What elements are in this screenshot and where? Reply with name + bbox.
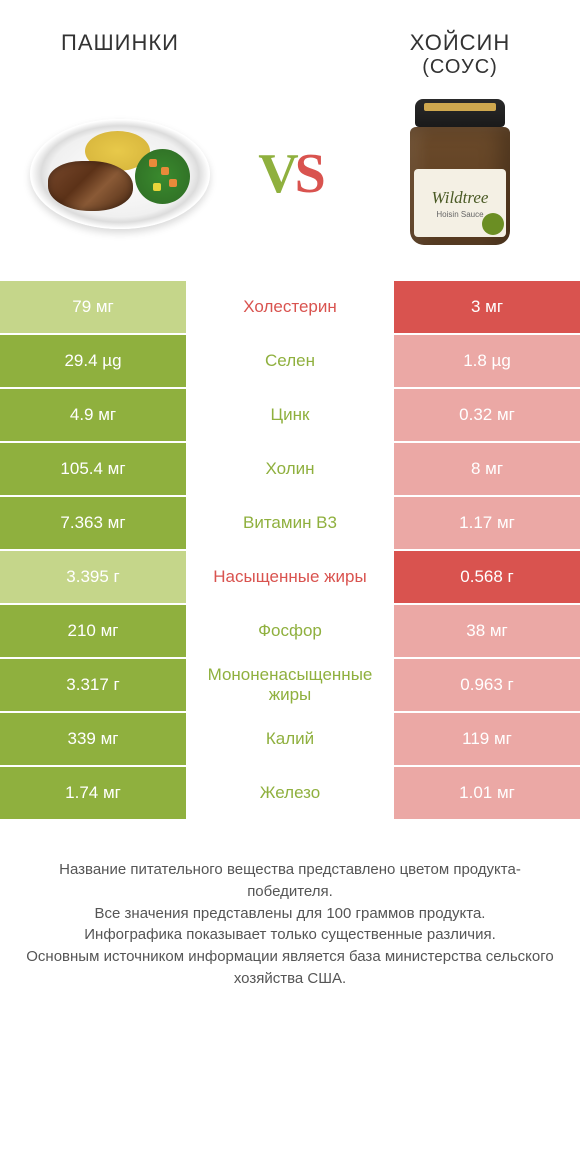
jar-icon: Wildtree Hoisin Sauce [405, 99, 515, 249]
nutrient-label: Насыщенные жиры [186, 551, 394, 603]
value-right: 119 мг [394, 713, 580, 765]
value-right: 0.32 мг [394, 389, 580, 441]
table-row: 29.4 µgСелен1.8 µg [0, 333, 580, 387]
value-left: 210 мг [0, 605, 186, 657]
value-left: 3.317 г [0, 659, 186, 711]
comparison-table: 79 мгХолестерин3 мг29.4 µgСелен1.8 µg4.9… [0, 279, 580, 819]
value-right: 1.8 µg [394, 335, 580, 387]
value-left: 4.9 мг [0, 389, 186, 441]
value-left: 1.74 мг [0, 767, 186, 819]
value-left: 3.395 г [0, 551, 186, 603]
title-right-main: ХОЙСИН [410, 30, 510, 55]
footer-line-4: Основным источником информации является … [24, 946, 556, 990]
value-right: 3 мг [394, 281, 580, 333]
nutrient-label: Мононенасыщенные жиры [186, 659, 394, 711]
nutrient-label: Селен [186, 335, 394, 387]
table-row: 79 мгХолестерин3 мг [0, 279, 580, 333]
table-row: 3.317 гМононенасыщенные жиры0.963 г [0, 657, 580, 711]
value-left: 79 мг [0, 281, 186, 333]
footer-line-3: Инфографика показывает только существенн… [24, 924, 556, 946]
nutrient-label: Холин [186, 443, 394, 495]
table-row: 1.74 мгЖелезо1.01 мг [0, 765, 580, 819]
value-left: 29.4 µg [0, 335, 186, 387]
footer-line-1: Название питательного вещества представл… [24, 859, 556, 903]
nutrient-label: Железо [186, 767, 394, 819]
vs-s: S [295, 143, 322, 205]
nutrient-label: Витамин B3 [186, 497, 394, 549]
nutrient-label: Фосфор [186, 605, 394, 657]
table-row: 210 мгФосфор38 мг [0, 603, 580, 657]
value-left: 7.363 мг [0, 497, 186, 549]
table-row: 339 мгКалий119 мг [0, 711, 580, 765]
jar-brand: Wildtree [432, 188, 489, 208]
nutrient-label: Цинк [186, 389, 394, 441]
title-left: ПАШИНКИ [20, 30, 220, 56]
value-right: 0.963 г [394, 659, 580, 711]
nutrient-label: Калий [186, 713, 394, 765]
value-right: 1.17 мг [394, 497, 580, 549]
title-right-sub: (СОУС) [360, 56, 560, 79]
plate-icon [30, 119, 210, 229]
table-row: 3.395 гНасыщенные жиры0.568 г [0, 549, 580, 603]
value-left: 339 мг [0, 713, 186, 765]
value-right: 8 мг [394, 443, 580, 495]
footer-line-2: Все значения представлены для 100 граммо… [24, 903, 556, 925]
food-image-right: Wildtree Hoisin Sauce [360, 99, 560, 249]
table-row: 7.363 мгВитамин B31.17 мг [0, 495, 580, 549]
nutrient-label: Холестерин [186, 281, 394, 333]
table-row: 4.9 мгЦинк0.32 мг [0, 387, 580, 441]
value-left: 105.4 мг [0, 443, 186, 495]
value-right: 38 мг [394, 605, 580, 657]
title-right: ХОЙСИН (СОУС) [360, 30, 560, 79]
header: ПАШИНКИ ХОЙСИН (СОУС) [0, 0, 580, 89]
footer-note: Название питательного вещества представл… [0, 819, 580, 990]
value-right: 0.568 г [394, 551, 580, 603]
images-row: VS Wildtree Hoisin Sauce [0, 89, 580, 279]
jar-product: Hoisin Sauce [436, 210, 483, 219]
vs-v: V [258, 143, 294, 205]
table-row: 105.4 мгХолин8 мг [0, 441, 580, 495]
food-image-left [20, 99, 220, 249]
vs-label: VS [258, 142, 322, 206]
value-right: 1.01 мг [394, 767, 580, 819]
